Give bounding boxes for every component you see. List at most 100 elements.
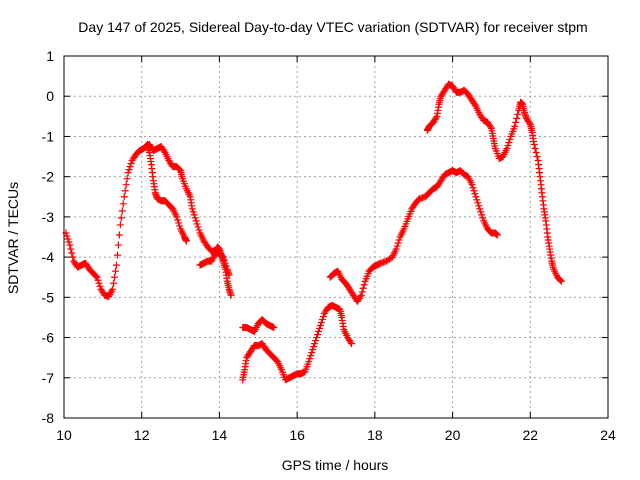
y-tick-label: -8: [42, 410, 55, 426]
data-point: [348, 340, 356, 348]
data-point: [190, 211, 198, 219]
data-point: [111, 267, 119, 275]
data-point: [96, 282, 104, 290]
data-point: [309, 346, 317, 354]
data-point: [119, 200, 127, 208]
data-point: [359, 284, 367, 292]
x-tick-label: 14: [212, 427, 228, 443]
data-point: [472, 193, 480, 201]
data-point: [94, 276, 102, 284]
data-point: [357, 291, 365, 299]
data-point: [222, 262, 230, 270]
data-point: [192, 217, 200, 225]
data-point: [316, 321, 324, 329]
data-point: [218, 252, 226, 260]
data-point: [174, 216, 182, 224]
x-axis-label: GPS time / hours: [282, 457, 389, 473]
data-point: [312, 337, 320, 345]
data-point: [123, 175, 131, 183]
data-point: [66, 241, 74, 249]
data-point: [313, 334, 321, 342]
data-point: [471, 190, 479, 198]
data-point: [308, 349, 316, 357]
data-point: [505, 138, 513, 146]
x-tick-label: 20: [445, 427, 461, 443]
data-point: [110, 279, 118, 287]
data-point: [115, 231, 123, 239]
data-point: [194, 223, 202, 231]
data-point: [470, 187, 478, 195]
data-point: [160, 147, 168, 155]
data-points: [62, 80, 565, 384]
series-seg2: [142, 140, 235, 299]
data-point: [93, 273, 101, 281]
data-point: [92, 272, 100, 280]
data-point: [473, 196, 481, 204]
data-point: [486, 123, 494, 131]
x-tick-label: 24: [600, 427, 616, 443]
data-point: [356, 293, 364, 301]
y-tick-label: 1: [46, 48, 54, 64]
x-tick-label: 16: [289, 427, 305, 443]
data-point: [68, 249, 76, 257]
data-point: [468, 181, 476, 189]
data-point: [347, 338, 355, 346]
data-point: [176, 222, 184, 230]
data-point: [112, 261, 120, 269]
x-tick-label: 10: [56, 427, 72, 443]
data-point: [109, 285, 117, 293]
data-point: [118, 207, 126, 215]
grid-lines: [64, 56, 608, 418]
data-point: [315, 328, 323, 336]
x-tick-label: 22: [522, 427, 538, 443]
data-point: [64, 235, 72, 243]
data-point: [525, 119, 533, 127]
series-seg4: [239, 315, 278, 336]
data-point: [191, 214, 199, 222]
y-tick-label: -7: [42, 370, 55, 386]
data-point: [360, 281, 368, 289]
data-point: [122, 181, 130, 189]
x-tick-label: 12: [134, 427, 150, 443]
data-point: [512, 118, 520, 126]
y-tick-label: -5: [42, 289, 55, 305]
data-point: [65, 238, 73, 246]
data-point: [317, 318, 325, 326]
x-tick-label: 18: [367, 427, 383, 443]
y-tick-label: -2: [42, 169, 55, 185]
data-point: [126, 163, 134, 171]
data-point: [506, 135, 514, 143]
data-point: [175, 219, 183, 227]
data-point: [121, 187, 129, 195]
data-point: [531, 145, 539, 153]
data-point: [188, 205, 196, 213]
y-tick-label: -3: [42, 209, 55, 225]
data-point: [307, 352, 315, 360]
chart-title: Day 147 of 2025, Sidereal Day-to-day VTE…: [78, 19, 587, 35]
data-point: [195, 226, 203, 234]
data-point: [469, 184, 477, 192]
data-point: [310, 343, 318, 351]
data-point: [270, 324, 278, 331]
data-point: [314, 331, 322, 339]
y-tick-label: 0: [46, 88, 54, 104]
data-point: [176, 166, 184, 174]
data-point: [395, 236, 403, 244]
data-point: [125, 166, 133, 174]
plot-frame: [63, 55, 609, 419]
y-tick-label: -4: [42, 249, 55, 265]
data-point: [117, 214, 125, 222]
data-point: [511, 122, 519, 130]
series-seg7: [423, 80, 565, 285]
data-point: [358, 288, 366, 296]
data-point: [189, 208, 197, 216]
y-axis-label: SDTVAR / TECUs: [5, 182, 21, 294]
data-point: [393, 242, 401, 250]
data-point: [311, 340, 319, 348]
data-point: [219, 253, 227, 261]
data-point: [306, 355, 314, 363]
data-point: [513, 114, 521, 122]
data-point: [532, 149, 540, 157]
